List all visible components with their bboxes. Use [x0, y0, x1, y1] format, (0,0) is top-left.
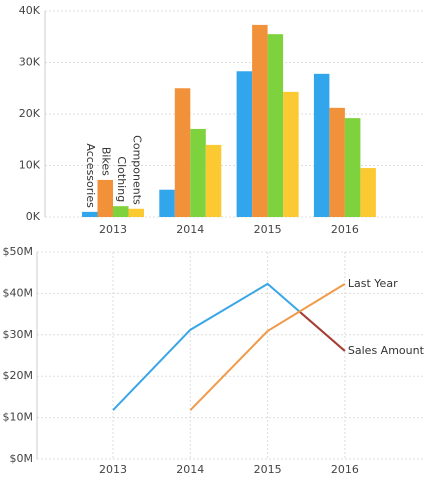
- y-tick-label: $30M: [3, 328, 34, 341]
- y-tick-label: 40K: [19, 4, 41, 17]
- line: [112, 282, 346, 411]
- line-below-segment: [298, 310, 346, 352]
- x-tick-label: 2015: [254, 223, 282, 236]
- bar: [329, 107, 345, 217]
- series-label: Clothing: [115, 156, 128, 202]
- bar: [252, 24, 268, 218]
- y-tick-label: $40M: [3, 286, 34, 299]
- x-tick-label: 2013: [99, 463, 127, 476]
- y-tick-label: $0M: [10, 452, 34, 465]
- x-tick-label: 2014: [176, 463, 204, 476]
- series-label: Accessories: [84, 143, 97, 208]
- y-tick-label: 30K: [19, 56, 41, 69]
- bar: [313, 73, 330, 217]
- x-tick-label: 2014: [176, 223, 204, 236]
- y-tick-label: $50M: [3, 245, 34, 258]
- y-tick-label: 10K: [19, 159, 41, 172]
- x-tick-label: 2016: [331, 223, 359, 236]
- y-tick-label: 0K: [26, 210, 41, 223]
- bar: [267, 34, 284, 217]
- bar: [344, 118, 361, 217]
- y-tick-label: $10M: [3, 411, 34, 424]
- bar: [82, 211, 98, 217]
- bar: [205, 144, 222, 217]
- bar: [360, 168, 376, 217]
- bar: [283, 91, 299, 217]
- bar: [174, 88, 191, 217]
- bar: [190, 128, 206, 217]
- series-label: Sales Amount: [348, 344, 425, 357]
- bar: [97, 179, 113, 217]
- y-tick-label: $20M: [3, 369, 34, 382]
- y-tick-label: 20K: [19, 107, 41, 120]
- bar: [236, 71, 253, 217]
- bar: [159, 189, 175, 217]
- series-label: Bikes: [99, 147, 112, 176]
- line: [189, 283, 346, 411]
- x-tick-label: 2015: [254, 463, 282, 476]
- bar: [113, 206, 129, 217]
- series-label: Components: [130, 135, 143, 205]
- series-label: Last Year: [348, 277, 398, 290]
- bar: [128, 208, 144, 217]
- x-tick-label: 2013: [99, 223, 127, 236]
- x-tick-label: 2016: [331, 463, 359, 476]
